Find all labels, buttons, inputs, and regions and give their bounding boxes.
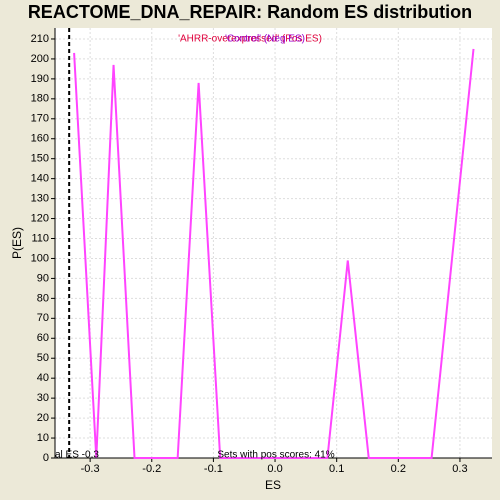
y-axis-label: P(ES) (10, 227, 24, 259)
y-tick-label: 110 (31, 232, 49, 244)
actual-es-label: al ES -0.3 (55, 450, 99, 461)
y-tick-label: 190 (31, 73, 49, 85)
series-line (73, 48, 475, 459)
y-tick-label: 120 (31, 212, 49, 224)
y-tick-label: 40 (37, 372, 49, 384)
y-tick-label: 30 (37, 392, 49, 404)
y-tick-label: 100 (31, 252, 49, 264)
x-tick-label: 0.1 (329, 463, 344, 475)
y-tick-label: 150 (31, 153, 49, 165)
y-tick-label: 80 (37, 292, 49, 304)
y-tick-label: 50 (37, 352, 49, 364)
x-tick-label: 0.3 (452, 463, 467, 475)
x-axis-label: ES (265, 478, 281, 492)
y-tick-label: 130 (31, 193, 49, 205)
x-tick-label: 0.2 (391, 463, 406, 475)
x-tick-label: -0.1 (204, 463, 223, 475)
footnote: Sets with pos scores: 41% (217, 450, 334, 461)
y-tick-label: 20 (37, 412, 49, 424)
y-tick-label: 60 (37, 332, 49, 344)
x-tick-label: -0.2 (142, 463, 161, 475)
y-tick-label: 160 (31, 133, 49, 145)
x-tick-label: -0.3 (81, 463, 100, 475)
y-tick-label: 210 (31, 33, 49, 45)
y-tick-label: 200 (31, 53, 49, 65)
y-tick-label: 180 (31, 93, 49, 105)
y-tick-label: 0 (43, 452, 49, 464)
y-tick-label: 10 (37, 432, 49, 444)
legend-pos: 'AHRR-overexpressed' (Pos ES) (178, 34, 322, 45)
chart-title: REACTOME_DNA_REPAIR: Random ES distribut… (28, 2, 472, 22)
x-tick-label: 0.0 (267, 463, 282, 475)
y-tick-label: 90 (37, 272, 49, 284)
plot-area (55, 28, 492, 458)
y-tick-label: 140 (31, 173, 49, 185)
y-tick-label: 170 (31, 113, 49, 125)
legend-neg: 'Control' (Neg ES) (225, 34, 305, 45)
y-tick-label: 70 (37, 312, 49, 324)
